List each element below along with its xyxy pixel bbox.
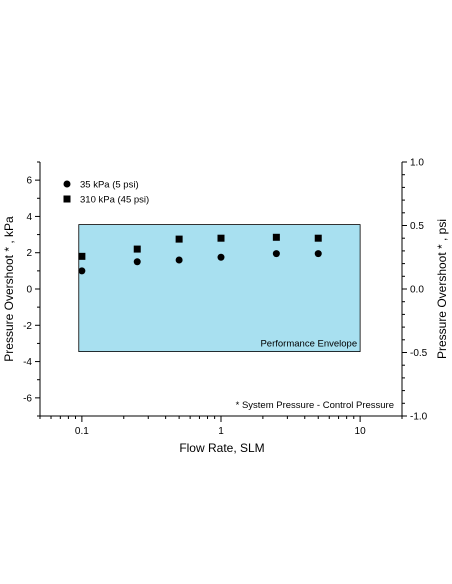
x-tick-label: 1 bbox=[218, 426, 224, 437]
data-point-square bbox=[272, 233, 280, 241]
envelope-label: Performance Envelope bbox=[260, 339, 357, 350]
y2-axis-title: Pressure Overshoot * , psi bbox=[435, 219, 449, 359]
y-tick-label: 2 bbox=[26, 248, 32, 259]
data-point-square bbox=[217, 234, 225, 242]
y-axis-title: Pressure Overshoot * , kPa bbox=[2, 216, 16, 362]
legend: 35 kPa (5 psi) 310 kPa (45 psi) bbox=[63, 180, 149, 206]
y-tick-label: -2 bbox=[23, 321, 32, 332]
data-point-circle bbox=[314, 250, 322, 258]
y2-tick-label: -0.5 bbox=[410, 348, 428, 359]
data-point-circle bbox=[217, 253, 225, 261]
data-point-square bbox=[78, 252, 86, 260]
y2-tick-label: -1.0 bbox=[410, 412, 428, 423]
data-point-circle bbox=[78, 267, 86, 275]
y2-tick-label: 0.0 bbox=[410, 285, 424, 296]
y-tick-label: 4 bbox=[26, 212, 32, 223]
data-point-circle bbox=[133, 258, 141, 266]
data-point-circle bbox=[175, 256, 183, 264]
performance-envelope bbox=[78, 224, 361, 352]
x-axis-title: Flow Rate, SLM bbox=[179, 441, 264, 455]
x-tick-label: 0.1 bbox=[75, 426, 89, 437]
y2-tick-label: 0.5 bbox=[410, 221, 424, 232]
y-tick-label: 0 bbox=[26, 285, 32, 296]
data-point-square bbox=[133, 245, 141, 253]
data-points bbox=[78, 233, 322, 275]
legend-marker-square bbox=[63, 195, 71, 203]
data-point-square bbox=[175, 235, 183, 243]
data-point-circle bbox=[272, 250, 280, 258]
legend-marker-circle bbox=[63, 180, 71, 188]
legend-label-series-1: 35 kPa (5 psi) bbox=[80, 180, 139, 191]
legend-label-series-2: 310 kPa (45 psi) bbox=[80, 195, 149, 206]
footnote-annotation: * System Pressure - Control Pressure bbox=[236, 400, 394, 411]
ticks: 0.1 1 10 6 4 2 0 -2 -4 -6 1.0 0.5 0.0 -0.5 -1.0 bbox=[23, 158, 428, 438]
y-tick-label: -4 bbox=[23, 357, 32, 368]
data-point-square bbox=[314, 234, 322, 242]
y2-tick-label: 1.0 bbox=[410, 158, 424, 169]
x-tick-label: 10 bbox=[355, 426, 367, 437]
y-tick-label: 6 bbox=[26, 176, 32, 187]
y-tick-label: -6 bbox=[23, 393, 32, 404]
